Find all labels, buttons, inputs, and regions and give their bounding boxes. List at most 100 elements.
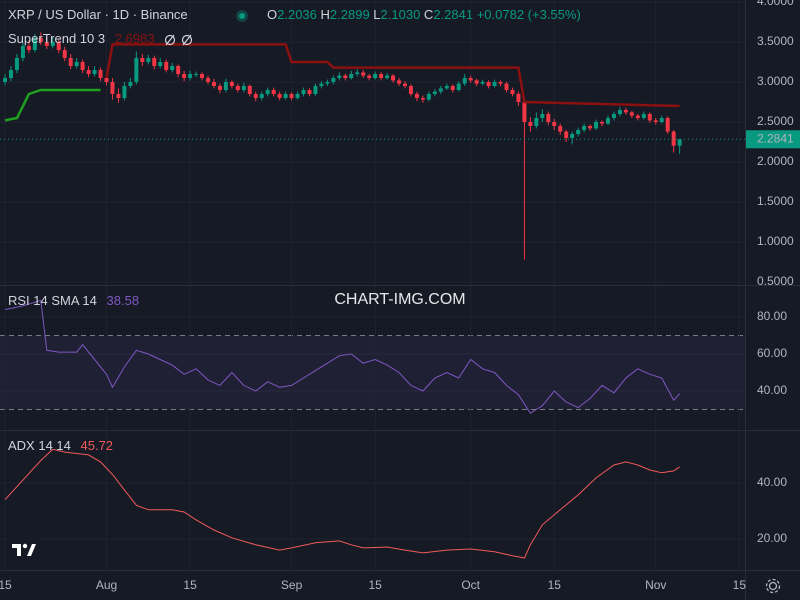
candle-body	[56, 42, 61, 50]
candle-body	[552, 122, 557, 126]
candle-body	[647, 114, 652, 121]
x-tick-label: Oct	[461, 578, 480, 592]
candle-body	[600, 122, 605, 124]
candle-body	[176, 66, 181, 74]
tradingview-logo	[8, 536, 40, 564]
candle-body	[414, 94, 419, 98]
candle-body	[510, 90, 515, 94]
candle-body	[528, 122, 533, 126]
rsi-legend: RSI 14 SMA 14 38.58	[8, 293, 139, 308]
candle-body	[486, 82, 491, 86]
ohlc-key: L	[373, 7, 380, 22]
indicator-line	[4, 299, 680, 414]
candle-body	[241, 86, 246, 90]
candle-body	[110, 82, 115, 94]
candle-body	[164, 62, 169, 70]
last-price-label: 2.2841	[757, 131, 794, 145]
watermark: CHART-IMG.COM	[334, 291, 465, 308]
candle-body	[26, 46, 31, 50]
symbol-title: XRP / US Dollar · 1D · Binance	[8, 7, 188, 22]
candle-body	[659, 118, 664, 122]
x-tick-label: 15	[548, 578, 562, 592]
adx-legend: ADX 14 14 45.72	[8, 438, 113, 453]
header: XRP / US Dollar · 1D · Binance	[8, 7, 188, 22]
candle-body	[152, 58, 157, 66]
candle-body	[229, 82, 234, 86]
candle-body	[313, 86, 318, 94]
x-tick-label: Sep	[281, 578, 303, 592]
candle-body	[408, 86, 413, 94]
candle-body	[623, 110, 628, 113]
y-tick-label: 40.00	[757, 383, 787, 397]
candle-body	[104, 78, 109, 82]
candle-body	[504, 83, 509, 90]
candle-body	[116, 94, 121, 98]
candle-body	[546, 114, 551, 122]
candle-body	[146, 58, 151, 62]
candle-body	[343, 75, 348, 78]
candle-body	[450, 86, 455, 90]
indicator-line	[4, 448, 680, 559]
candle-body	[576, 130, 581, 134]
candle-body	[361, 72, 366, 76]
candle-body	[140, 58, 145, 62]
y-tick-label: 4.0000	[757, 0, 794, 8]
candle-body	[80, 62, 85, 70]
candle-body	[420, 98, 425, 100]
candle-body	[403, 83, 408, 86]
candle-body	[194, 74, 199, 75]
candle-body	[611, 114, 616, 118]
candle-body	[641, 114, 646, 118]
candle-body	[629, 112, 634, 116]
indicator-value: 2.6983	[115, 31, 155, 46]
last-price-box	[746, 130, 800, 149]
candle-body	[283, 94, 288, 98]
candle-body	[62, 50, 67, 58]
x-tick-label: Aug	[96, 578, 117, 592]
candle-body	[86, 70, 91, 74]
y-tick-label: 20.00	[757, 531, 787, 545]
candle-body	[665, 118, 670, 132]
candle-body	[122, 86, 127, 98]
x-tick-label: 15	[0, 578, 12, 592]
candle-body	[337, 75, 342, 78]
candle-body	[44, 42, 49, 46]
candle-body	[98, 70, 103, 78]
ohlc-value: 2.2036	[277, 7, 317, 22]
adx-title: ADX 14 14	[8, 438, 71, 453]
status-icon	[239, 13, 245, 19]
settings-icon[interactable]	[765, 578, 781, 594]
supertrend-line	[4, 88, 101, 122]
candle-body	[635, 115, 640, 118]
candle-body	[391, 75, 396, 81]
candle-body	[247, 86, 252, 94]
candle-body	[50, 42, 55, 46]
ohlc-key: O	[267, 7, 277, 22]
candle-body	[367, 75, 372, 78]
candle-body	[605, 118, 610, 124]
candle-body	[534, 118, 539, 126]
candle-body	[349, 74, 354, 78]
y-tick-label: 80.00	[757, 309, 787, 323]
candle-body	[671, 131, 676, 146]
candle-body	[223, 82, 228, 90]
candle-body	[564, 131, 569, 138]
candle-body	[331, 78, 336, 82]
band-fill	[0, 335, 745, 410]
ohlc-key: H	[321, 7, 330, 22]
indicator-name: SuperTrend 10 3	[8, 31, 105, 46]
candle-body	[462, 78, 467, 84]
candle-body	[170, 66, 175, 70]
x-tick-label: Nov	[645, 578, 666, 592]
candle-body	[582, 126, 587, 130]
candle-body	[522, 102, 527, 122]
candle-body	[319, 83, 324, 86]
candle-body	[492, 82, 497, 86]
candle-body	[68, 58, 73, 66]
candle-body	[128, 82, 133, 86]
candle-body	[397, 80, 402, 84]
candle-body	[373, 74, 378, 78]
candle-body	[355, 72, 360, 74]
candle-body	[540, 114, 545, 118]
